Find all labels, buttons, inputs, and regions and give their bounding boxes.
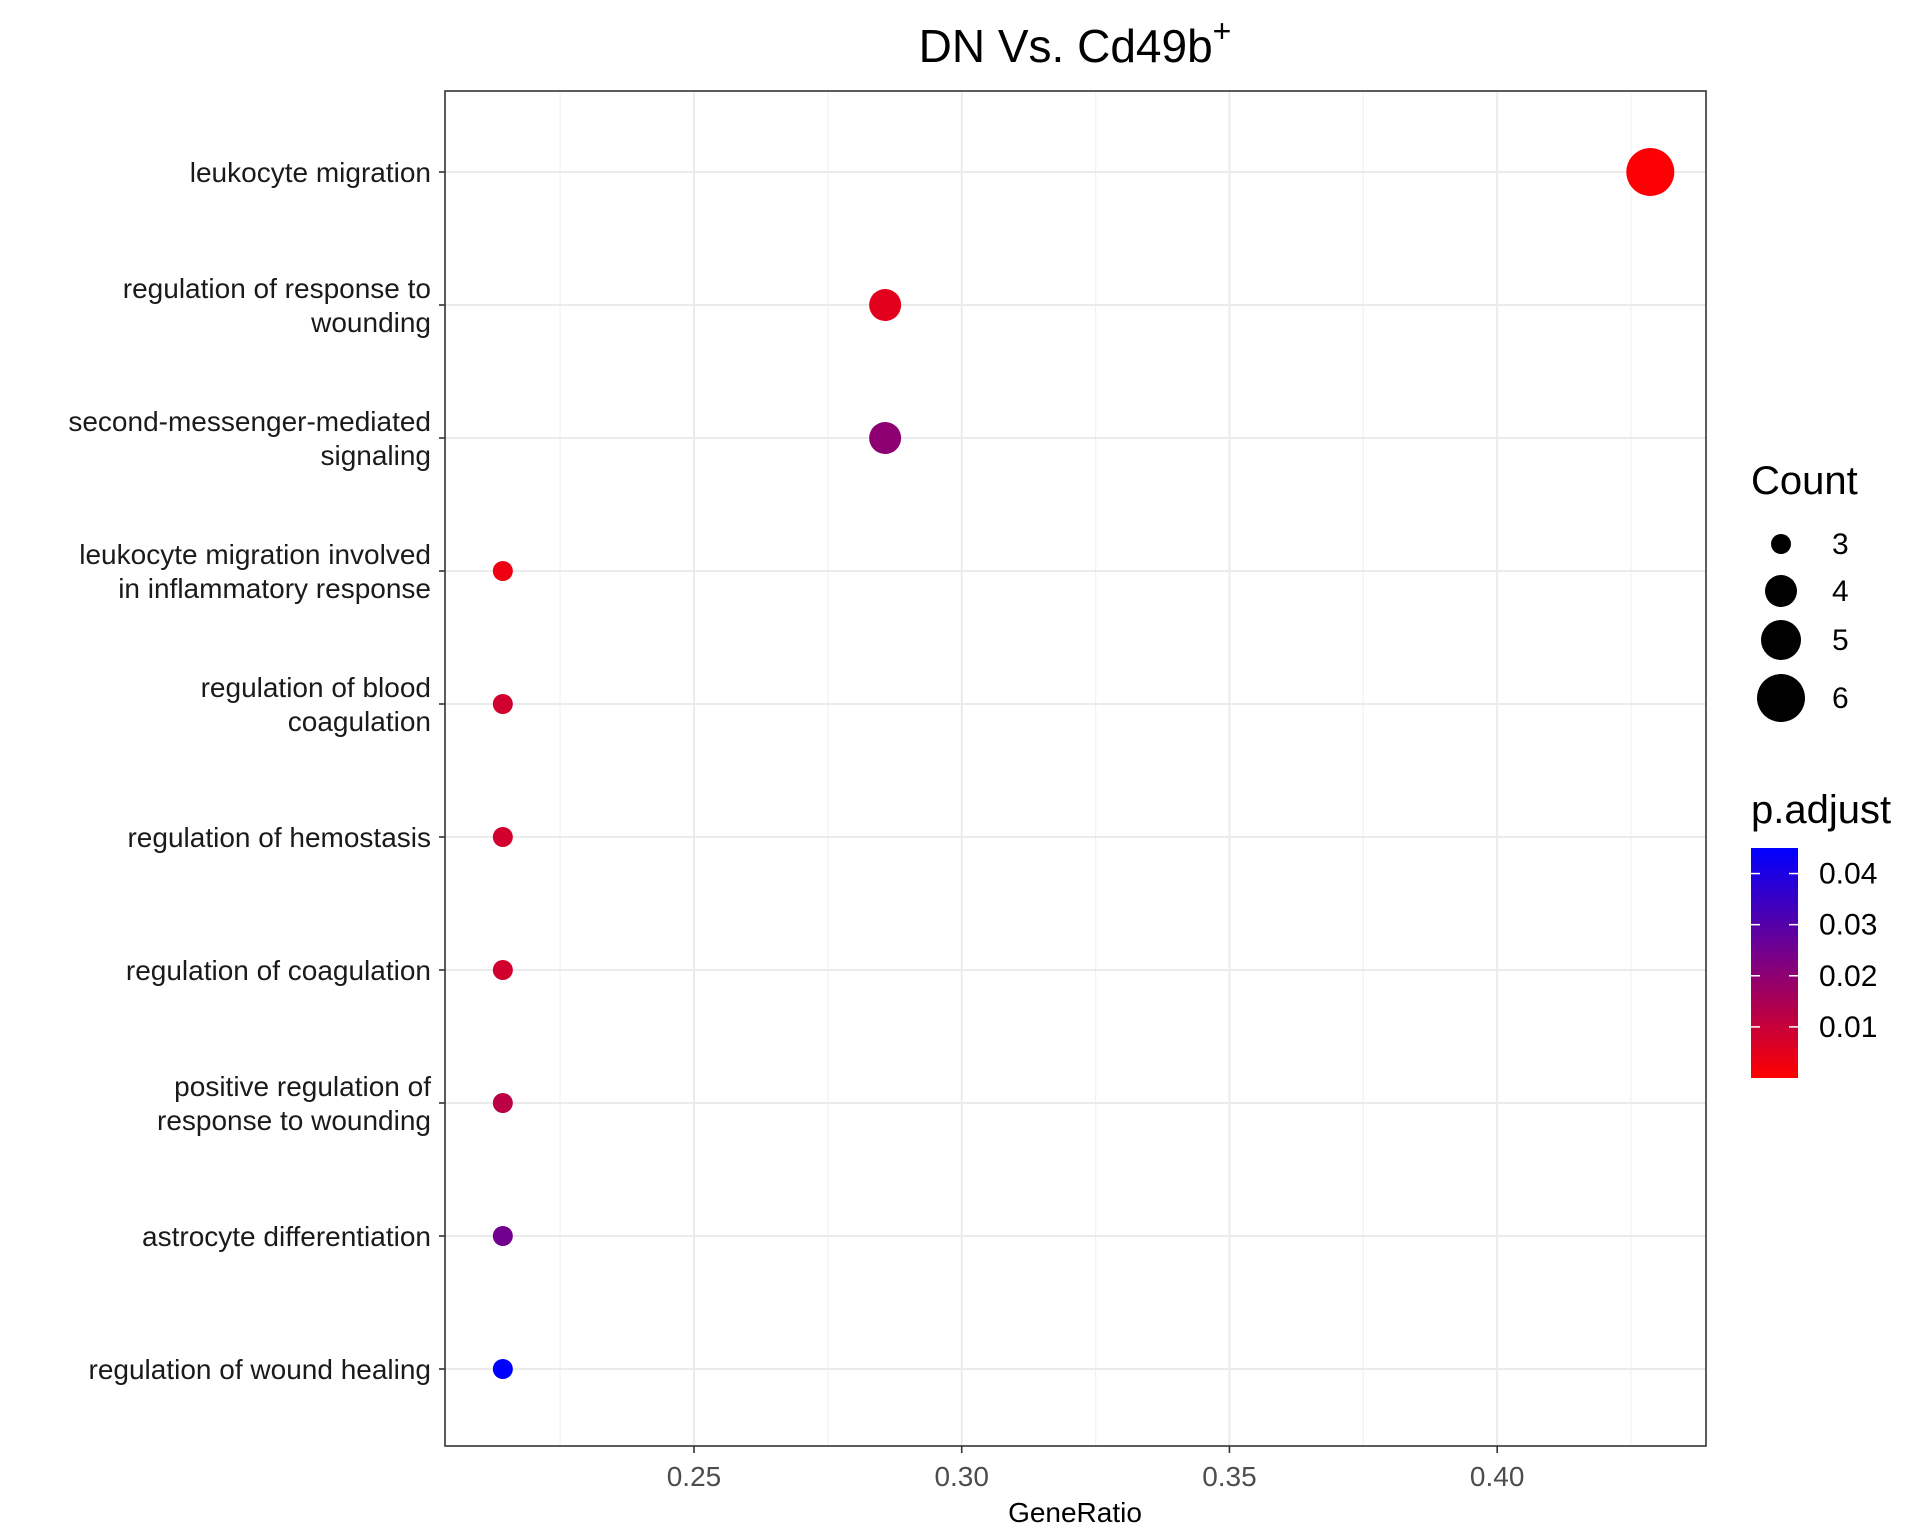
data-point [492,1226,513,1246]
color-legend-label: 0.02 [1819,960,1877,993]
chart-title-superscript: + [1213,13,1232,49]
x-tick-label: 0.30 [934,1461,989,1492]
data-point [492,561,513,581]
data-point [492,960,513,980]
color-legend-title: p.adjust [1751,788,1891,832]
y-tick-label: regulation of hemostasis [127,822,431,853]
x-tick-label: 0.40 [1470,1461,1525,1492]
plot-panel-border [444,90,1707,1447]
color-legend: p.adjust 0.01 0.02 0.03 0.04 [1751,788,1891,1078]
y-tick-label: regulation of wound healing [89,1354,431,1385]
y-tick-label: response to wounding [157,1105,431,1136]
data-point [869,422,902,454]
chart-title-main: DN Vs. Cd49b [919,20,1213,72]
y-tick-label: leukocyte migration involved [79,539,431,570]
points-layer [492,148,1675,1379]
size-legend-key [1761,620,1801,660]
plot-panel [445,91,1706,1446]
color-legend-label: 0.04 [1819,858,1877,891]
color-legend-label: 0.03 [1819,909,1877,942]
size-legend-key [1765,575,1797,607]
data-point [869,289,902,321]
y-tick-label: regulation of response to [123,273,431,304]
data-point [1626,148,1675,196]
color-legend-bar [1751,848,1798,1078]
size-legend-key [1771,534,1791,554]
data-point [492,1093,513,1113]
size-legend-key [1757,674,1805,722]
size-legend-label: 5 [1832,624,1849,657]
size-legend-label: 4 [1832,575,1849,608]
y-tick-label: signaling [320,440,431,471]
x-tick-label: 0.25 [667,1461,722,1492]
x-axis-label: GeneRatio [1008,1497,1142,1528]
data-point [492,827,513,847]
x-axis: 0.25 0.30 0.35 0.40 [667,1446,1525,1492]
y-tick-label: regulation of coagulation [126,955,431,986]
color-legend-label: 0.01 [1819,1011,1877,1044]
y-tick-label: coagulation [288,706,431,737]
y-tick-label: positive regulation of [174,1071,431,1102]
y-axis: leukocyte migration regulation of respons… [68,157,445,1385]
chart-title: DN Vs. Cd49b+ [919,13,1232,72]
size-legend-label: 6 [1832,682,1849,715]
y-tick-label: in inflammatory response [118,573,431,604]
y-tick-label: second-messenger-mediated [68,406,431,437]
y-tick-label: astrocyte differentiation [142,1221,431,1252]
y-tick-label: leukocyte migration [190,157,431,188]
grid-layer [445,91,1706,1446]
data-point [492,694,513,714]
size-legend-title: Count [1751,459,1858,503]
x-tick-label: 0.35 [1202,1461,1257,1492]
y-tick-label: regulation of blood [201,672,431,703]
size-legend: Count 3 4 5 6 [1751,459,1858,722]
size-legend-label: 3 [1832,528,1849,561]
data-point [492,1359,513,1379]
y-tick-label: wounding [310,307,431,338]
